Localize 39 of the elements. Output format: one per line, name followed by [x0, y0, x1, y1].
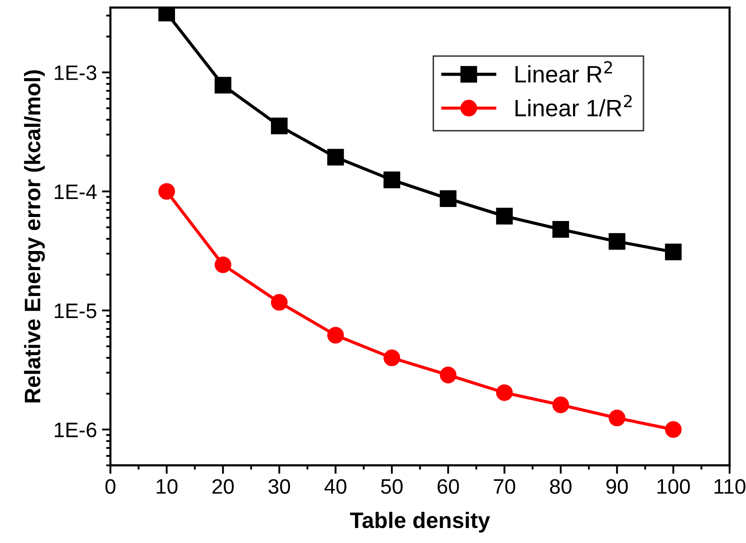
point: [384, 172, 400, 188]
y-tick-label: 1E-6: [54, 422, 96, 438]
point: [214, 256, 232, 274]
point: [496, 208, 513, 224]
point: [440, 366, 456, 384]
point: [552, 221, 570, 238]
x-tick-label: 90: [606, 479, 628, 494]
point: [327, 148, 344, 166]
point: [270, 118, 288, 134]
x-tick-label: 100: [658, 479, 690, 494]
x-axis-title: Table density: [350, 512, 490, 533]
point: [664, 244, 682, 260]
legend-label: Linear R$^{2}$: [516, 61, 612, 83]
x-tick-label: 10: [156, 479, 178, 494]
y-axis-title: Relative Energy error (kcal/mol): [24, 70, 45, 402]
point: [496, 384, 513, 401]
x-tick-label: 50: [381, 479, 403, 494]
point: [270, 294, 288, 311]
point: [158, 183, 176, 200]
y-tick-label: 1E-3: [54, 65, 96, 80]
x-tick-label: 70: [494, 479, 516, 494]
point: [664, 421, 682, 438]
x-tick-label: 110: [714, 479, 746, 494]
point: [384, 350, 400, 366]
point: [327, 326, 344, 344]
y-tick-label: 1E-5: [54, 304, 96, 318]
point: [608, 233, 626, 250]
x-tick-label: 30: [268, 479, 290, 494]
point: [214, 76, 232, 94]
x-tick-label: 80: [550, 479, 572, 494]
x-tick-label: 60: [438, 479, 459, 494]
legend-label: Linear 1/R$^{2}$: [516, 94, 632, 116]
y-tick-label: 1E-4: [54, 184, 97, 199]
x-tick-label: 20: [212, 479, 234, 494]
x-tick-label: 0: [105, 479, 116, 494]
point: [552, 396, 570, 414]
point: [440, 190, 456, 207]
point: [608, 410, 626, 426]
x-tick-label: 40: [324, 479, 346, 494]
